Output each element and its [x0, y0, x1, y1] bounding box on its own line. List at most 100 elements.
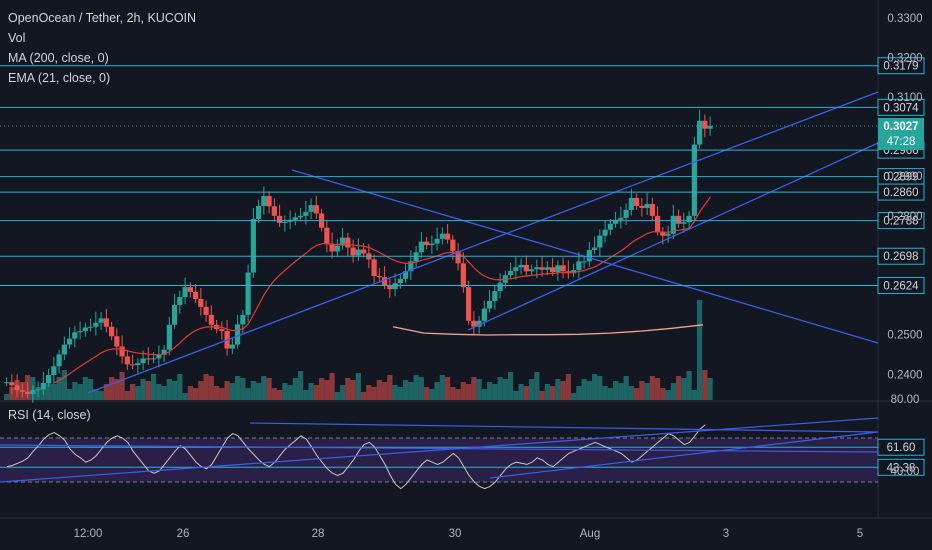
volume-tick-label: 80.00 — [891, 394, 920, 406]
candle-body — [413, 252, 419, 262]
volume-bar — [676, 376, 682, 400]
candle-body — [576, 261, 582, 271]
candle-body — [497, 282, 503, 292]
volume-bar — [177, 374, 183, 400]
volume-bar — [581, 379, 587, 400]
candle-body — [639, 205, 645, 208]
volume-bar — [497, 377, 503, 400]
volume-bar — [256, 383, 262, 400]
candle-body — [513, 267, 519, 271]
volume-bar — [382, 382, 388, 400]
candle-body — [670, 215, 676, 234]
volume-bar — [135, 386, 141, 400]
volume-bar — [67, 389, 73, 400]
candle-body — [439, 233, 445, 239]
volume-bar — [140, 379, 146, 400]
volume-bar — [145, 381, 151, 400]
volume-bar — [329, 373, 335, 400]
candle-body — [539, 267, 545, 270]
candle-body — [82, 327, 88, 332]
volume-bar — [4, 394, 10, 400]
volume-bar — [450, 387, 456, 400]
volume-bar — [613, 381, 619, 400]
time-tick-label: 28 — [312, 528, 325, 540]
volume-bar — [308, 383, 314, 400]
candle-body — [203, 306, 209, 315]
candle-body — [261, 196, 267, 206]
time-tick-label: 3 — [723, 528, 729, 540]
volume-bar — [313, 385, 319, 400]
candle-body — [560, 265, 566, 272]
candle-body — [282, 221, 288, 223]
volume-bar — [282, 383, 288, 400]
volume-bar — [46, 382, 52, 400]
volume-bar — [655, 378, 661, 400]
volume-bar — [350, 380, 356, 400]
volume-bar — [224, 381, 230, 400]
volume-bar — [376, 380, 382, 400]
volume-bar — [544, 384, 550, 400]
volume-bar — [193, 388, 199, 400]
volume-bar — [361, 392, 367, 400]
volume-bar — [387, 375, 393, 400]
candle-body — [271, 206, 277, 216]
candle-body — [67, 338, 73, 345]
candle-body — [313, 205, 319, 214]
level-badge — [877, 212, 925, 230]
volume-bar — [618, 383, 624, 400]
candle-body — [324, 227, 330, 244]
candle-body — [172, 304, 178, 325]
volume-bar — [644, 383, 650, 400]
level-badge — [877, 277, 925, 295]
level-badge — [877, 247, 925, 265]
candle-body — [434, 238, 440, 244]
volume-bar — [681, 378, 687, 400]
candle-body — [19, 390, 25, 392]
candle-body — [618, 217, 624, 220]
volume-bar — [607, 388, 613, 400]
candle-body — [88, 326, 94, 328]
volume-bar — [508, 372, 514, 400]
candle-body — [30, 390, 36, 395]
price-tick-label: 0.3200 — [887, 52, 922, 64]
volume-bar — [103, 384, 109, 400]
candle-body — [35, 389, 41, 391]
volume-bar — [481, 389, 487, 400]
volume-bar — [539, 391, 545, 400]
volume-bar — [93, 389, 99, 400]
volume-bar — [623, 376, 629, 400]
countdown-label: 47:28 — [887, 136, 916, 148]
candle-body — [277, 215, 283, 223]
rsi-trendline — [0, 444, 879, 453]
volume-bar — [487, 382, 493, 400]
candle-body — [350, 247, 356, 256]
ema21-label: EMA (21, close, 0) — [8, 71, 111, 85]
volume-bar — [628, 386, 634, 400]
level-label: 0.2899 — [883, 172, 918, 184]
rsi-level-badge — [877, 458, 925, 476]
time-tick-label: 5 — [857, 528, 863, 540]
candle-body — [103, 318, 109, 327]
candle-body — [208, 314, 214, 325]
volume-bar — [130, 384, 136, 400]
candle-body — [51, 366, 57, 376]
candle-body — [161, 349, 167, 355]
candle-body — [292, 217, 298, 220]
candle-body — [623, 209, 629, 218]
volume-bar — [366, 385, 372, 400]
candle-body — [455, 251, 461, 264]
volume-bar — [208, 376, 214, 400]
volume-bar — [445, 377, 451, 400]
candle-body — [581, 261, 587, 263]
volume-bar — [151, 374, 157, 400]
price-tick-label: 0.2800 — [887, 211, 922, 223]
volume-bar — [72, 382, 78, 400]
rsi-trendline — [0, 417, 879, 483]
candle-body — [544, 267, 550, 270]
rsi-trendline — [249, 422, 879, 433]
candle-body — [607, 223, 613, 230]
candle-body — [418, 241, 424, 253]
volume-bar — [571, 393, 577, 400]
candle-body — [550, 267, 556, 273]
